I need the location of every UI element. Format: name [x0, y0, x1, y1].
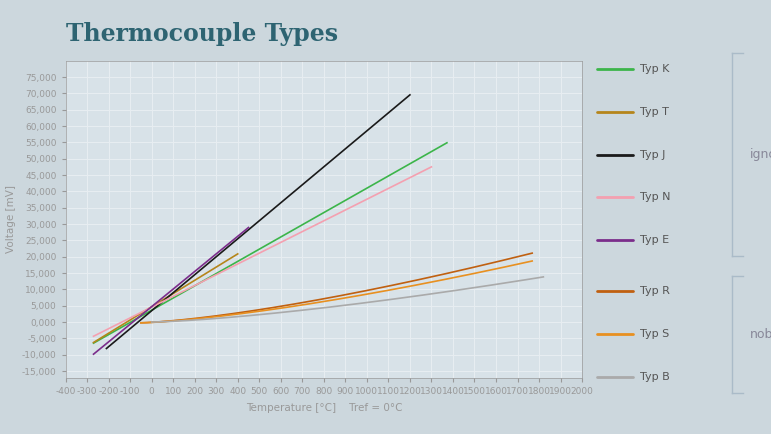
Text: Typ N: Typ N: [640, 192, 670, 203]
X-axis label: Temperature [°C]    Tref = 0°C: Temperature [°C] Tref = 0°C: [246, 403, 402, 413]
Text: ignoble: ignoble: [749, 148, 771, 161]
Y-axis label: Voltage [mV]: Voltage [mV]: [6, 185, 16, 253]
Text: Typ T: Typ T: [640, 106, 668, 117]
Text: Typ B: Typ B: [640, 372, 669, 382]
Text: Thermocouple Types: Thermocouple Types: [66, 22, 338, 46]
Text: Typ K: Typ K: [640, 63, 669, 74]
Text: Typ E: Typ E: [640, 235, 669, 246]
Text: Typ S: Typ S: [640, 329, 669, 339]
Text: Typ J: Typ J: [640, 149, 665, 160]
Text: Typ R: Typ R: [640, 286, 670, 296]
Text: noble: noble: [749, 328, 771, 341]
